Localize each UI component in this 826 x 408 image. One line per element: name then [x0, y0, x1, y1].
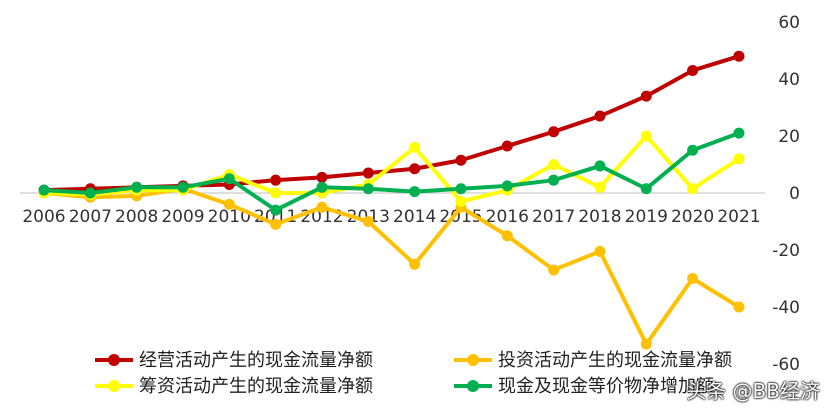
x-tick-label: 2006	[22, 207, 65, 227]
x-tick-label: 2021	[717, 207, 760, 227]
series-line-3	[42, 134, 741, 204]
data-point	[594, 160, 606, 172]
data-point	[455, 183, 467, 195]
data-point	[316, 201, 328, 213]
data-point	[409, 163, 421, 175]
legend-label: 投资活动产生的现金流量净额	[498, 350, 732, 371]
x-tick-label: 2014	[393, 207, 436, 227]
data-point	[270, 204, 282, 216]
y-tick-label: -60	[772, 355, 800, 375]
data-point	[733, 50, 745, 62]
legend-swatch-marker	[108, 380, 120, 392]
data-point	[548, 159, 560, 170]
legend-swatch-marker	[467, 354, 479, 366]
data-point	[548, 174, 560, 186]
data-point	[594, 110, 606, 122]
data-point	[316, 181, 328, 193]
data-point	[548, 126, 560, 138]
data-point	[270, 174, 282, 186]
data-point	[409, 186, 421, 198]
y-tick-label: -40	[772, 298, 800, 318]
data-point	[270, 218, 282, 230]
watermark-text: 头条 @BB经济	[686, 379, 820, 403]
data-point	[733, 127, 745, 139]
data-point	[640, 130, 652, 142]
data-point	[131, 181, 143, 193]
data-point	[84, 187, 96, 199]
data-point	[38, 184, 50, 196]
y-tick-label: 60	[778, 13, 800, 33]
data-point	[594, 245, 606, 257]
x-tick-label: 2017	[532, 207, 575, 227]
x-tick-label: 2019	[625, 207, 668, 227]
data-point	[594, 181, 606, 193]
data-point	[501, 180, 513, 192]
data-point	[733, 153, 745, 165]
data-point	[687, 144, 699, 156]
data-point	[501, 140, 513, 152]
x-tick-label: 2010	[208, 207, 251, 227]
y-tick-label: 20	[778, 127, 800, 147]
axis-layer: 2006200720082009201020112012201320142015…	[20, 13, 800, 375]
series-line-2	[42, 186, 741, 347]
data-point	[455, 196, 467, 208]
legend-swatch-marker	[108, 354, 120, 366]
data-point	[362, 167, 374, 179]
x-tick-label: 2018	[578, 207, 621, 227]
data-point	[501, 230, 513, 242]
data-point	[687, 183, 699, 195]
series-line-4	[42, 131, 741, 213]
data-point	[548, 264, 560, 276]
x-tick-label: 2008	[115, 207, 158, 227]
x-tick-label: 2007	[69, 207, 112, 227]
data-point	[270, 187, 282, 199]
x-tick-label: 2016	[486, 207, 529, 227]
data-point	[362, 216, 374, 227]
data-point	[409, 258, 421, 270]
data-point	[455, 154, 467, 166]
data-point	[223, 198, 235, 210]
data-point	[640, 338, 652, 350]
series-line-1	[42, 54, 741, 193]
data-point	[640, 183, 652, 195]
data-point	[640, 90, 652, 102]
legend-label: 经营活动产生的现金流量净额	[139, 350, 373, 371]
data-point	[177, 181, 189, 193]
data-point	[362, 183, 374, 195]
data-point	[316, 171, 328, 183]
x-tick-label: 2020	[671, 207, 714, 227]
legend-label: 筹资活动产生的现金流量净额	[139, 376, 373, 397]
x-tick-label: 2009	[161, 207, 204, 227]
y-tick-label: -20	[772, 241, 800, 261]
y-tick-label: 0	[789, 184, 800, 204]
data-point	[409, 141, 421, 153]
data-point	[223, 173, 235, 185]
legend-label: 现金及现金等价物净增加额	[498, 376, 714, 397]
y-tick-label: 40	[778, 70, 800, 90]
data-point	[733, 301, 745, 313]
legend-swatch-marker	[467, 380, 479, 392]
series-layer	[38, 50, 745, 350]
data-point	[687, 273, 699, 284]
data-point	[687, 64, 699, 76]
